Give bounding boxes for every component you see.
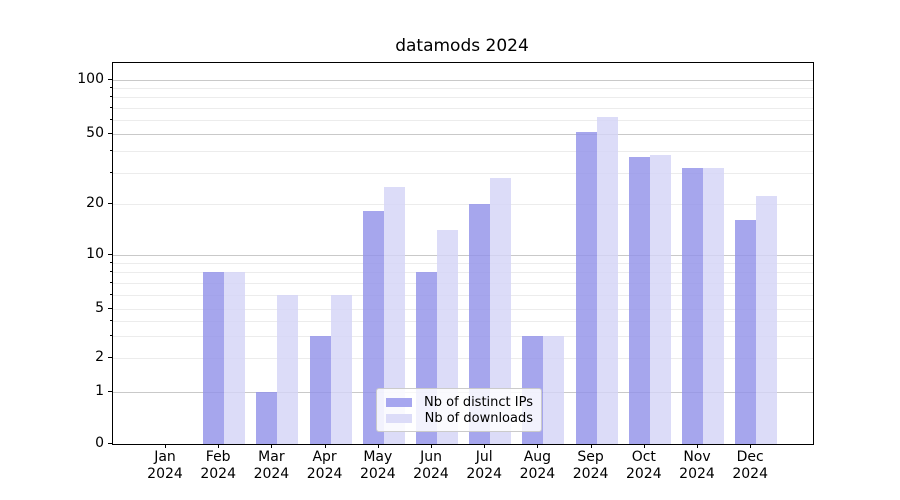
bar-distinct-ips-may	[362, 211, 384, 444]
x-tick-mark	[590, 444, 592, 448]
y-tick-mark	[108, 254, 112, 255]
y-tick-mark-minor	[110, 118, 112, 120]
x-tick-label-oct: Oct 2024	[625, 449, 662, 482]
y-tick-label-1: 1	[95, 382, 104, 399]
bar-distinct-ips-nov	[682, 167, 703, 444]
x-tick-label-apr: Apr 2024	[306, 449, 343, 482]
y-tick-mark-minor	[110, 293, 112, 295]
gridline-minor	[113, 107, 813, 109]
gridline-minor	[113, 263, 813, 265]
y-tick-mark-minor	[110, 106, 112, 108]
y-tick-mark	[108, 443, 112, 444]
x-tick-mark	[643, 444, 645, 448]
gridline-minor	[113, 150, 813, 152]
x-tick-label-jan: Jan 2024	[147, 449, 183, 482]
bar-downloads-apr	[330, 294, 352, 444]
y-tick-mark-minor	[110, 87, 112, 89]
x-tick-mark	[537, 444, 539, 448]
x-tick-mark	[484, 444, 486, 448]
gridline-minor	[113, 282, 813, 284]
y-tick-label-100: 100	[77, 71, 104, 87]
y-tick-label-20: 20	[86, 194, 104, 211]
x-tick-mark	[697, 444, 698, 448]
bar-downloads-may	[383, 186, 405, 444]
x-tick-label-mar: Mar 2024	[253, 449, 290, 482]
gridline-minor	[113, 88, 813, 90]
y-tick-mark-minor	[110, 96, 112, 98]
x-tick-label-jun: Jun 2024	[413, 449, 449, 482]
legend-item-downloads: Nb of downloads	[386, 411, 533, 426]
y-tick-label-50: 50	[86, 125, 104, 141]
x-tick-mark	[165, 444, 166, 448]
y-tick-mark	[108, 79, 112, 80]
x-tick-label-aug: Aug 2024	[519, 449, 556, 482]
legend: Nb of distinct IPs Nb of downloads	[376, 388, 542, 432]
x-tick-mark	[324, 444, 326, 448]
legend-swatch-distinct-ips	[386, 398, 412, 407]
y-tick-label-10: 10	[86, 246, 104, 262]
bar-downloads-mar	[277, 294, 299, 444]
bar-distinct-ips-oct	[628, 156, 650, 444]
y-tick-mark	[108, 357, 112, 358]
y-tick-mark-minor	[110, 319, 112, 321]
gridline-minor	[113, 309, 813, 310]
legend-swatch-downloads	[386, 414, 412, 423]
x-tick-label-dec: Dec 2024	[732, 449, 768, 482]
bar-downloads-sep	[596, 117, 618, 444]
legend-label-distinct-ips: Nb of distinct IPs	[424, 395, 533, 410]
gridline-minor	[113, 358, 813, 359]
bar-downloads-aug	[543, 336, 565, 444]
gridline-minor	[113, 320, 813, 322]
y-tick-label-5: 5	[95, 300, 104, 316]
gridline-minor	[113, 172, 813, 174]
gridline-minor	[113, 119, 813, 121]
x-tick-mark	[218, 444, 220, 448]
x-tick-mark	[271, 444, 273, 448]
y-tick-mark-minor	[110, 271, 112, 273]
bar-distinct-ips-mar	[256, 391, 278, 444]
bar-distinct-ips-feb	[203, 272, 225, 444]
plot-area	[112, 62, 814, 445]
bar-downloads-feb	[224, 272, 246, 444]
bar-distinct-ips-jul	[469, 203, 491, 444]
bar-downloads-dec	[756, 196, 778, 444]
y-tick-mark	[108, 390, 112, 392]
y-tick-mark	[108, 133, 112, 134]
legend-item-distinct-ips: Nb of distinct IPs	[386, 395, 533, 410]
legend-label-downloads: Nb of downloads	[424, 411, 533, 426]
x-tick-mark	[377, 444, 379, 448]
chart-title: datamods 2024	[395, 36, 529, 56]
y-tick-label-2: 2	[95, 349, 104, 365]
gridline-minor	[113, 294, 813, 296]
x-tick-mark	[431, 444, 432, 448]
bar-distinct-ips-apr	[309, 336, 331, 444]
bar-downloads-nov	[703, 167, 724, 444]
bar-distinct-ips-sep	[575, 132, 597, 444]
gridline-minor	[113, 203, 813, 205]
y-tick-mark	[108, 308, 112, 309]
y-tick-mark-minor	[110, 149, 112, 151]
x-tick-mark	[750, 444, 752, 448]
y-tick-mark	[108, 202, 112, 204]
gridline-major	[113, 80, 813, 81]
bar-downloads-oct	[649, 154, 671, 444]
y-tick-mark-minor	[110, 335, 112, 337]
gridline-minor	[113, 272, 813, 274]
y-tick-mark-minor	[110, 281, 112, 283]
gridline-minor	[113, 97, 813, 99]
x-tick-label-nov: Nov 2024	[679, 449, 715, 482]
y-tick-mark-minor	[110, 171, 112, 173]
x-tick-label-sep: Sep 2024	[572, 449, 609, 482]
bar-distinct-ips-dec	[735, 220, 757, 444]
bar-downloads-jul	[490, 178, 512, 444]
y-tick-mark-minor	[110, 262, 112, 264]
y-tick-label-0: 0	[95, 435, 104, 451]
x-tick-label-feb: Feb 2024	[200, 449, 236, 482]
x-tick-label-may: May 2024	[359, 449, 396, 482]
gridline-major	[113, 255, 813, 256]
x-tick-label-jul: Jul 2024	[466, 449, 502, 482]
gridline-major	[113, 134, 813, 135]
gridline-minor	[113, 336, 813, 338]
